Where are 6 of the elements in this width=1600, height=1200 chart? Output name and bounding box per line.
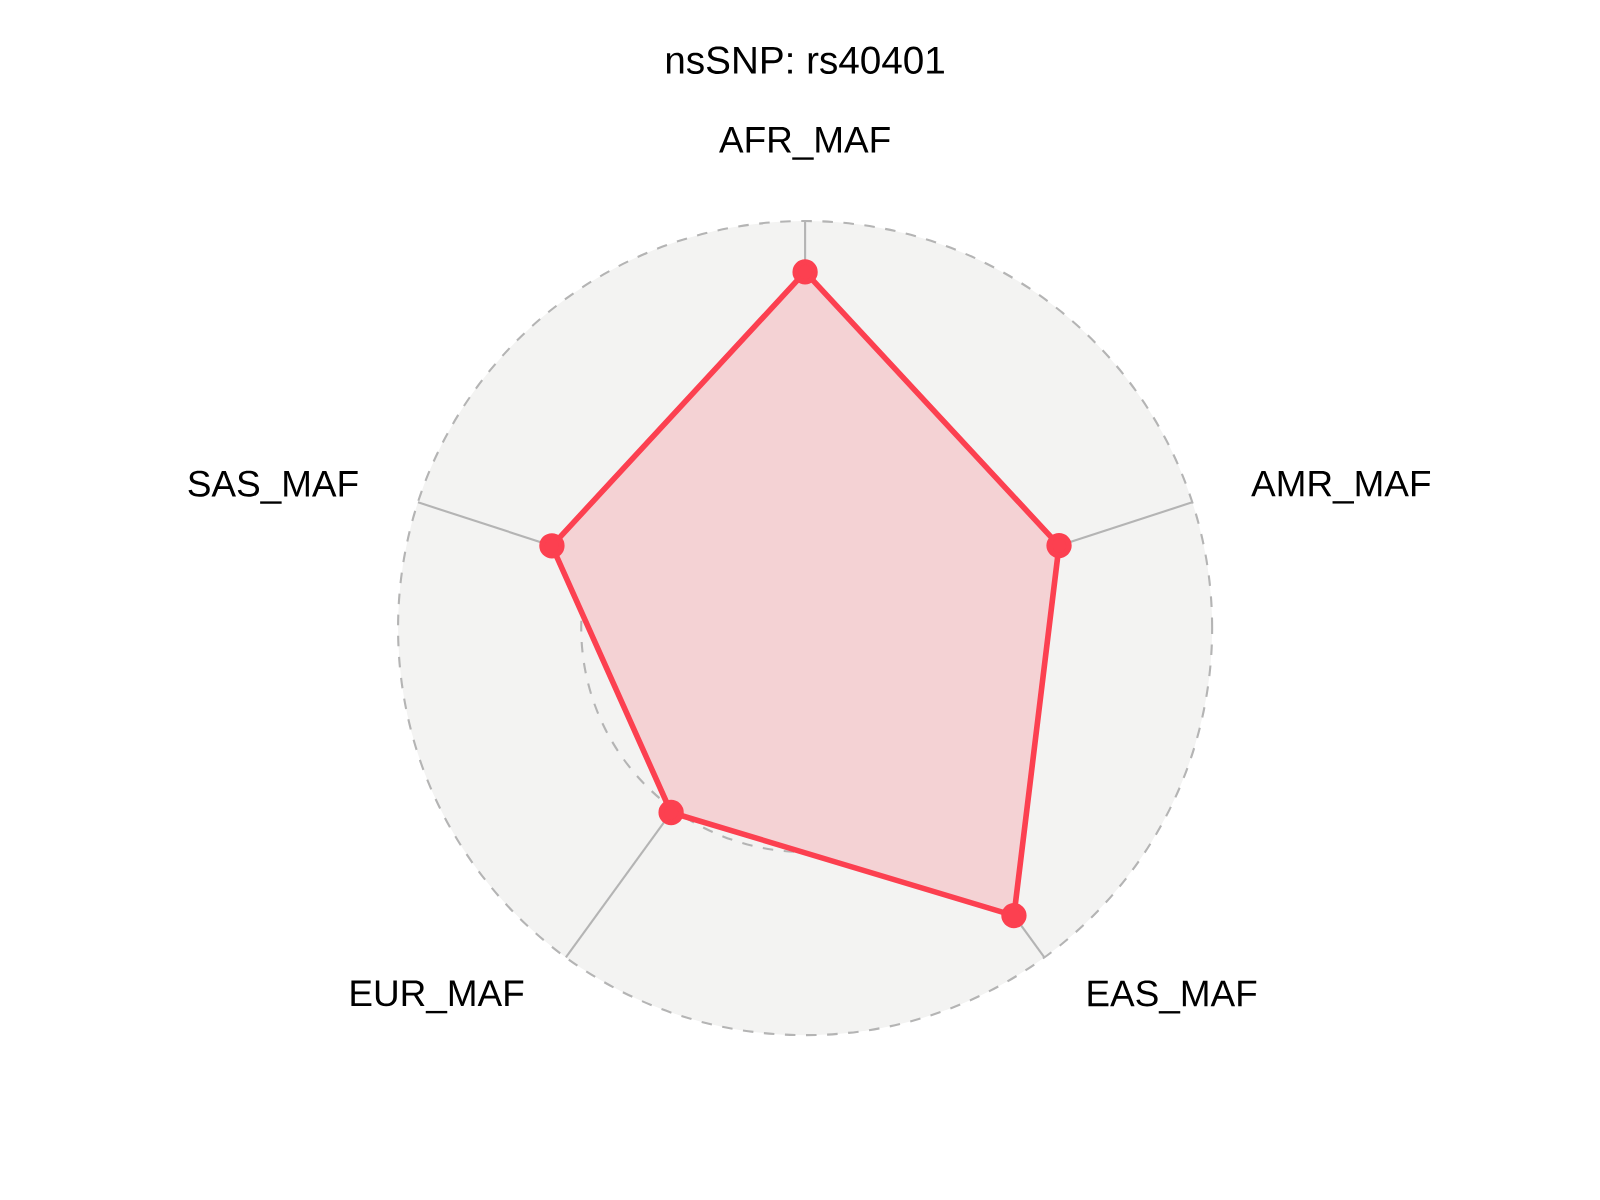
spoke-label: AFR_MAF xyxy=(719,127,890,160)
spoke-label: EUR_MAF xyxy=(351,980,524,1014)
spoke-label: EAS_MAF xyxy=(1088,980,1257,1014)
chart-title: nsSNP: rs40401 xyxy=(666,46,944,74)
spoke-label: AMR_MAF xyxy=(1251,470,1431,504)
spoke-label: SAS_MAF xyxy=(188,470,358,504)
